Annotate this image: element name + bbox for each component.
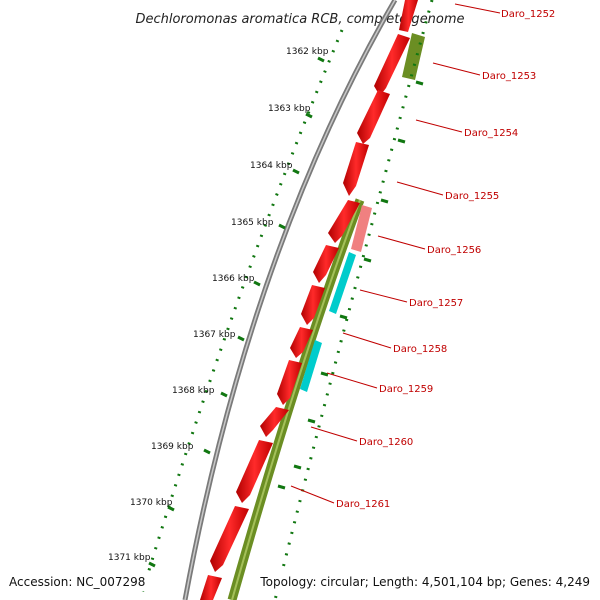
gene-arrow-6 [313, 245, 339, 283]
scale-ticks [148, 56, 325, 568]
inner-scale-track [273, 0, 434, 600]
gene-label: Daro_1252 [501, 9, 555, 20]
gene-arrow-10 [260, 407, 289, 437]
inner-scale-ticks [277, 80, 424, 490]
scale-tick-labels: 1362 kbp 1363 kbp 1364 kbp 1365 kbp 1366… [108, 47, 329, 563]
tick-label: 1364 kbp [250, 161, 293, 171]
reverse-strand-track-highlight [231, 199, 361, 600]
gene-label-leaders [290, 3, 501, 504]
tick-label: 1363 kbp [268, 104, 311, 114]
gene-arrow-2 [374, 34, 410, 96]
gene-arrow-5 [328, 200, 360, 243]
tick-label: 1368 kbp [172, 386, 215, 396]
tick-label: 1369 kbp [151, 442, 194, 452]
accession-text: Accession: NC_007298 [9, 575, 145, 589]
map-title: Dechloromonas aromatica RCB, complete ge… [135, 12, 464, 27]
gene-arrow-12 [210, 506, 249, 572]
gene-label: Daro_1256 [427, 245, 481, 256]
forward-strand-genes [200, 0, 418, 600]
gene-label: Daro_1255 [445, 191, 499, 202]
gene-label: Daro_1260 [359, 437, 413, 448]
footer-accession-bg [4, 571, 150, 591]
gene-arrow-8 [290, 327, 313, 358]
genome-backbone-highlight [184, 0, 396, 600]
gene-label: Daro_1258 [393, 344, 447, 355]
gene-label: Daro_1259 [379, 384, 433, 395]
gene-labels: Daro_1252 Daro_1253 Daro_1254 Daro_1255 … [336, 9, 555, 510]
tick-label: 1367 kbp [193, 330, 236, 340]
gene-arrow-1 [399, 0, 418, 32]
reverse-strand-track [227, 198, 365, 600]
footer-summary-bg [256, 571, 596, 591]
feature-cyan-2 [300, 340, 322, 392]
genome-summary-text: Topology: circular; Length: 4,501,104 bp… [259, 575, 590, 589]
tick-label: 1370 kbp [130, 498, 173, 508]
gene-label: Daro_1254 [464, 128, 518, 139]
gene-label: Daro_1257 [409, 298, 463, 309]
genome-backbone [182, 0, 398, 600]
gene-arrow-9 [277, 360, 302, 405]
scale-track [138, 29, 344, 600]
gene-block-daro-1256 [351, 205, 372, 252]
tick-label: 1365 kbp [231, 218, 274, 228]
gene-label: Daro_1261 [336, 499, 390, 510]
gene-arrow-13 [200, 575, 222, 600]
tick-label: 1366 kbp [212, 274, 255, 284]
tick-label: 1362 kbp [286, 47, 329, 57]
gene-arrow-11 [236, 440, 273, 503]
tick-label: 1371 kbp [108, 553, 151, 563]
gene-arrow-3 [357, 90, 390, 144]
gene-arrow-4 [343, 142, 369, 196]
gene-label: Daro_1253 [482, 71, 536, 82]
gene-arrow-7 [301, 285, 325, 325]
gene-block-daro-1253 [402, 33, 425, 80]
feature-cyan-1 [329, 252, 356, 314]
